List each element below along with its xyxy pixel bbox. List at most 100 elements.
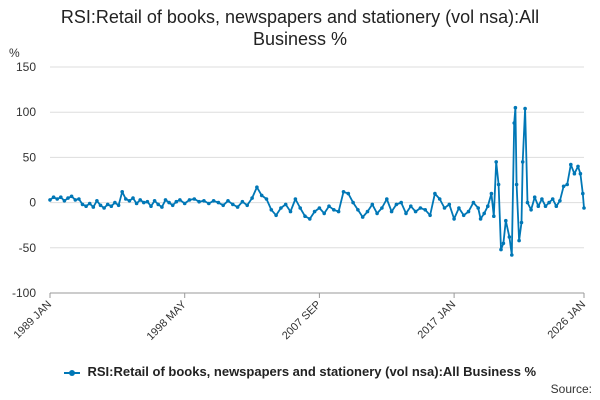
data-point xyxy=(519,220,524,225)
data-point xyxy=(576,164,580,169)
data-point xyxy=(95,199,99,203)
y-tick-label: 0 xyxy=(29,196,36,210)
data-point xyxy=(565,182,569,187)
data-point xyxy=(529,208,533,212)
data-point xyxy=(167,200,171,205)
data-point xyxy=(149,204,153,208)
chart-legend[interactable]: RSI:Retail of books, newspapers and stat… xyxy=(0,364,600,379)
chart-title-line-1: RSI:Retail of books, newspapers and stat… xyxy=(60,7,540,27)
data-point xyxy=(581,191,585,196)
data-point xyxy=(466,209,471,214)
data-point xyxy=(120,190,124,194)
data-point xyxy=(264,197,269,201)
data-point xyxy=(501,241,506,246)
data-point xyxy=(428,213,432,218)
data-point xyxy=(550,197,555,201)
data-point xyxy=(84,204,88,208)
data-point xyxy=(457,206,461,210)
x-tick-label: 1998 MAY xyxy=(145,298,190,343)
data-point xyxy=(494,160,499,164)
data-point xyxy=(547,200,551,205)
data-point xyxy=(409,204,413,208)
data-point xyxy=(442,206,447,210)
data-point xyxy=(163,198,168,202)
data-point xyxy=(170,203,175,208)
data-point xyxy=(55,197,59,201)
data-point xyxy=(332,208,336,212)
data-point xyxy=(113,200,117,205)
data-point xyxy=(279,206,283,210)
data-point xyxy=(69,194,74,199)
data-point xyxy=(471,200,476,205)
data-point xyxy=(341,190,346,194)
data-point xyxy=(351,200,355,205)
data-point xyxy=(513,105,518,110)
data-point xyxy=(240,199,245,204)
data-point xyxy=(413,209,418,214)
data-point xyxy=(59,195,63,199)
y-tick-label: -100 xyxy=(12,286,36,300)
data-point xyxy=(370,202,375,207)
x-tick-label: 1989 JAN xyxy=(11,299,54,342)
data-point xyxy=(404,211,408,216)
source-label: Source: xyxy=(550,382,592,396)
data-point xyxy=(433,191,437,196)
data-point xyxy=(447,202,452,207)
data-point xyxy=(124,197,128,201)
data-point xyxy=(255,185,259,189)
data-point xyxy=(452,217,456,221)
data-point xyxy=(336,209,341,214)
data-point xyxy=(532,195,537,199)
data-point xyxy=(283,202,288,207)
data-point xyxy=(385,197,389,201)
data-point xyxy=(582,206,586,210)
y-tick-label: 100 xyxy=(16,105,36,119)
data-point xyxy=(131,196,135,200)
y-tick-label: -50 xyxy=(19,241,37,255)
chart-title: RSI:Retail of books, newspapers and stat… xyxy=(0,6,600,50)
data-point xyxy=(298,206,303,210)
data-point xyxy=(259,193,264,198)
y-axis-label: % xyxy=(9,46,20,60)
data-point xyxy=(389,209,394,214)
data-point xyxy=(399,200,404,205)
data-point xyxy=(293,197,298,201)
data-point xyxy=(520,160,525,164)
data-point xyxy=(461,213,466,218)
data-point xyxy=(288,209,293,214)
data-point xyxy=(380,206,384,210)
legend-swatch xyxy=(63,369,80,376)
data-point xyxy=(489,191,494,196)
data-point xyxy=(66,196,70,200)
data-point xyxy=(127,199,132,203)
data-point xyxy=(216,200,221,205)
data-point xyxy=(365,209,370,214)
data-point xyxy=(202,199,206,203)
data-point xyxy=(510,253,514,257)
data-point xyxy=(269,208,274,212)
data-point xyxy=(317,206,322,210)
data-point xyxy=(476,206,481,210)
data-point xyxy=(554,204,559,208)
data-point xyxy=(87,201,92,206)
data-point xyxy=(178,198,182,202)
series-line xyxy=(49,106,585,256)
data-point xyxy=(211,199,216,203)
data-point xyxy=(517,238,521,243)
data-point xyxy=(98,203,103,208)
data-point xyxy=(437,197,442,201)
data-point xyxy=(109,204,114,208)
data-point xyxy=(105,202,110,207)
data-point xyxy=(499,247,503,252)
data-point xyxy=(523,106,527,111)
data-point xyxy=(182,201,187,206)
data-point xyxy=(514,182,519,187)
data-point xyxy=(207,201,211,206)
x-tick-label: 2026 JAN xyxy=(545,299,588,342)
data-point xyxy=(138,198,142,202)
data-point xyxy=(312,209,317,214)
data-point xyxy=(507,235,512,239)
data-point xyxy=(356,208,360,212)
data-point xyxy=(73,198,78,202)
y-tick-label: 50 xyxy=(23,150,37,164)
